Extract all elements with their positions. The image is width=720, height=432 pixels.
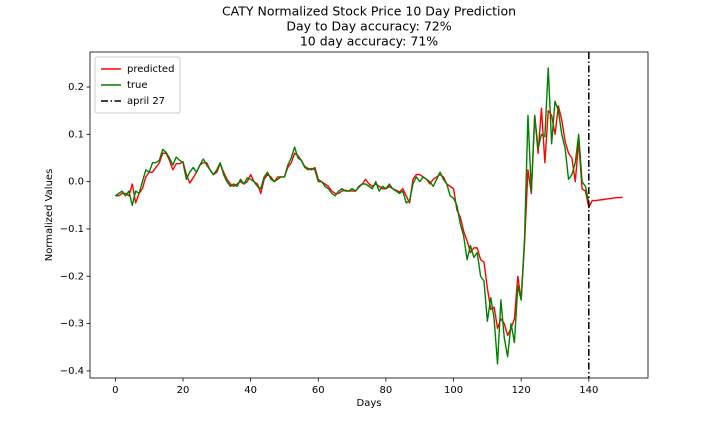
series-line (114, 67, 590, 365)
series-line (115, 105, 623, 337)
legend-label: april 27 (127, 96, 165, 107)
y-tick-label: 0.1 (68, 129, 84, 140)
y-tick-label: −0.3 (60, 319, 84, 330)
x-tick-label: 40 (244, 385, 257, 396)
y-tick-label: −0.2 (60, 271, 84, 282)
legend-label: true (127, 80, 148, 91)
y-tick-label: 0.2 (68, 82, 84, 93)
y-tick-label: −0.1 (60, 224, 84, 235)
x-tick-label: 0 (112, 385, 118, 396)
y-tick-label: −0.4 (60, 366, 84, 377)
x-tick-label: 100 (444, 385, 463, 396)
x-tick-label: 60 (312, 385, 325, 396)
x-tick-label: 20 (177, 385, 190, 396)
x-tick-label: 80 (380, 385, 393, 396)
x-tick-label: 120 (512, 385, 531, 396)
legend-label: predicted (127, 64, 174, 75)
legend-box (94, 56, 181, 114)
chart-title: CATY Normalized Stock Price 10 Day Predi… (222, 4, 516, 19)
y-axis-label: Normalized Values (44, 169, 55, 262)
chart-subtitle: Day to Day accuracy: 72% (286, 19, 451, 34)
x-axis-label: Days (357, 398, 382, 409)
chart-subtitle: 10 day accuracy: 71% (300, 34, 438, 49)
x-tick-label: 140 (579, 385, 598, 396)
y-tick-label: 0.0 (68, 177, 84, 188)
plot-frame (89, 51, 649, 379)
